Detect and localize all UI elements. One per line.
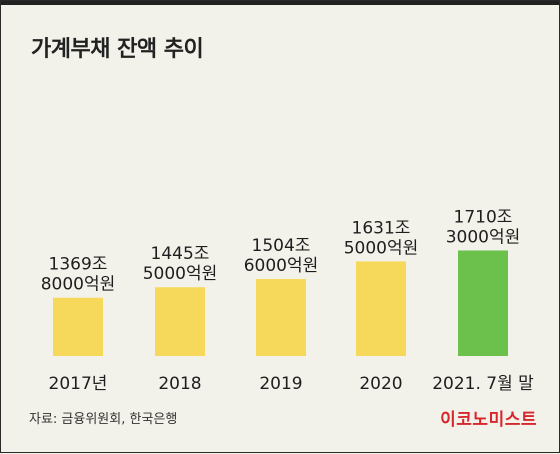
bar-4 xyxy=(458,250,508,356)
value-label-0-1: 8000억원 xyxy=(41,275,116,295)
x-tick-label-0: 2017년 xyxy=(49,374,108,394)
value-label-4-1: 3000억원 xyxy=(446,227,521,247)
value-label-3-0: 1631조 xyxy=(352,218,411,238)
value-label-4-0: 1710조 xyxy=(454,207,513,227)
bar-0 xyxy=(53,297,103,356)
chart-title: 가계부채 잔액 추이 xyxy=(31,37,204,62)
top-rule xyxy=(1,1,559,5)
bar-3 xyxy=(356,261,406,356)
value-label-1-1: 5000억원 xyxy=(143,264,218,284)
source-note: 자료: 금융위원회, 한국은행 xyxy=(29,412,178,427)
value-label-3-1: 5000억원 xyxy=(344,238,419,258)
value-label-0-0: 1369조 xyxy=(49,255,108,275)
value-label-2-0: 1504조 xyxy=(252,236,311,256)
x-tick-label-1: 2018 xyxy=(158,374,201,394)
brand-logo: 이코노미스트 xyxy=(440,410,537,430)
x-tick-label-4: 2021. 7월 말 xyxy=(432,374,534,394)
bar-2 xyxy=(256,279,306,356)
value-label-1-0: 1445조 xyxy=(151,244,210,264)
x-tick-label-2: 2019 xyxy=(259,374,302,394)
value-label-2-1: 6000억원 xyxy=(244,256,319,276)
bar-1 xyxy=(155,287,205,356)
x-tick-label-3: 2020 xyxy=(359,374,402,394)
